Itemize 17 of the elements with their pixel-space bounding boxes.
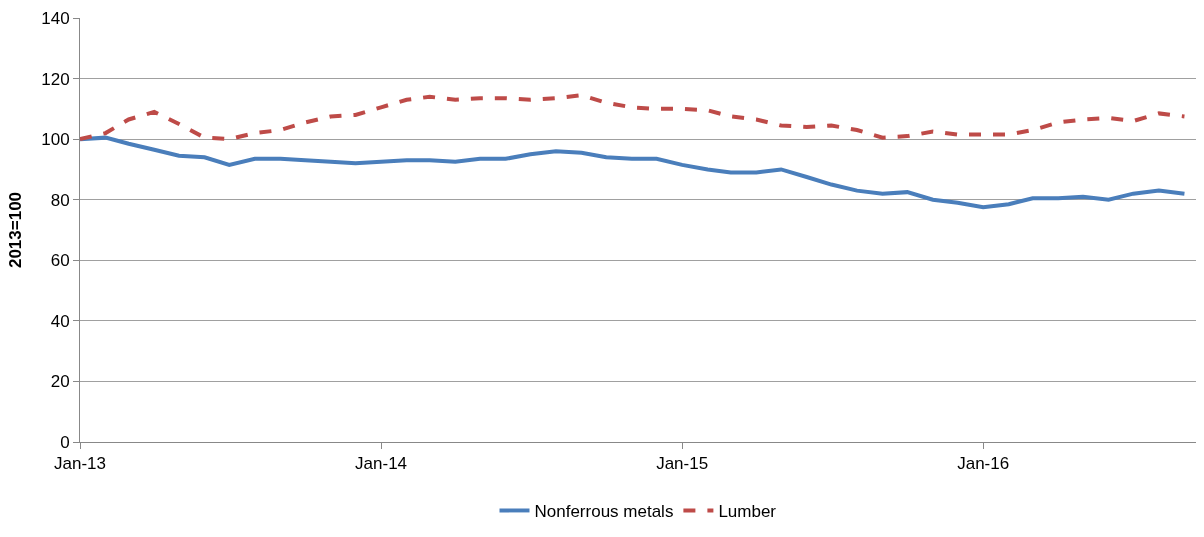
y-tick-label: 120	[41, 69, 70, 89]
line-series	[80, 135, 1187, 210]
legend-label: Nonferrous metals	[534, 502, 674, 522]
y-tick-label: 20	[50, 372, 70, 392]
x-tick-label: Jan-15	[656, 454, 709, 474]
x-tick-label: Jan-16	[957, 454, 1010, 474]
y-tick-label: 40	[50, 311, 70, 331]
y-tick-label: 60	[50, 251, 70, 271]
legend-label: Lumber	[718, 502, 777, 522]
y-axis-title: 2013=100	[5, 191, 25, 269]
x-tick-label: Jan-14	[355, 454, 408, 474]
y-tick-label: 100	[41, 130, 70, 150]
line-series	[80, 93, 1187, 142]
y-tick-label: 80	[50, 190, 70, 210]
y-tick-label: 0	[60, 432, 70, 452]
x-tick-label: Jan-13	[54, 454, 106, 474]
y-tick-label: 140	[41, 8, 70, 28]
